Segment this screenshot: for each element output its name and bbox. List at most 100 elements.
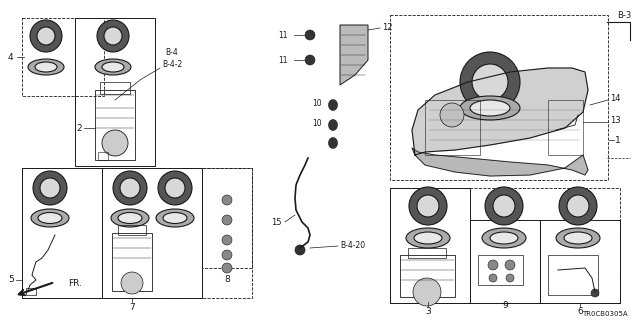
Bar: [102, 168, 202, 298]
Circle shape: [506, 274, 514, 282]
Text: TR0CB0305A: TR0CB0305A: [582, 311, 628, 317]
Ellipse shape: [118, 212, 142, 223]
Circle shape: [222, 235, 232, 245]
Text: 9: 9: [502, 300, 508, 309]
Bar: [425, 100, 480, 155]
Ellipse shape: [31, 209, 69, 227]
Circle shape: [222, 250, 232, 260]
Ellipse shape: [470, 100, 510, 116]
Bar: [390, 15, 608, 180]
Ellipse shape: [414, 232, 442, 244]
Ellipse shape: [163, 212, 187, 223]
Circle shape: [222, 263, 232, 273]
Text: 6: 6: [577, 308, 583, 316]
Circle shape: [460, 52, 520, 112]
Bar: [112, 233, 152, 291]
Bar: [548, 100, 583, 155]
Bar: [470, 220, 540, 303]
Circle shape: [440, 103, 464, 127]
Ellipse shape: [328, 100, 337, 110]
Ellipse shape: [102, 62, 124, 72]
Text: 15: 15: [271, 218, 282, 227]
Circle shape: [305, 55, 315, 65]
Ellipse shape: [156, 209, 194, 227]
Bar: [75, 18, 155, 166]
Bar: [98, 152, 108, 160]
Circle shape: [222, 215, 232, 225]
Circle shape: [30, 20, 62, 52]
Ellipse shape: [35, 62, 57, 72]
Text: 10: 10: [312, 99, 322, 108]
Bar: [95, 90, 135, 160]
Text: 1: 1: [615, 135, 621, 145]
Circle shape: [413, 278, 441, 306]
Circle shape: [559, 187, 597, 225]
Circle shape: [488, 260, 498, 270]
Circle shape: [409, 187, 447, 225]
Ellipse shape: [490, 232, 518, 244]
Bar: [202, 168, 252, 268]
Text: B-4-2: B-4-2: [162, 60, 182, 68]
Ellipse shape: [28, 59, 64, 75]
Text: 3: 3: [425, 308, 431, 316]
Circle shape: [485, 187, 523, 225]
Text: FR.: FR.: [68, 278, 82, 287]
Bar: [540, 220, 620, 303]
Bar: [22, 18, 104, 96]
Text: 12: 12: [382, 22, 392, 31]
Circle shape: [295, 245, 305, 255]
Text: 8: 8: [224, 276, 230, 284]
Circle shape: [120, 178, 140, 198]
Bar: [478, 255, 523, 285]
Ellipse shape: [328, 138, 337, 148]
Polygon shape: [340, 25, 368, 85]
Circle shape: [591, 289, 599, 297]
Text: 13: 13: [610, 116, 621, 124]
Text: 10: 10: [312, 118, 322, 127]
Text: 4: 4: [7, 52, 13, 61]
Circle shape: [121, 272, 143, 294]
Bar: [118, 225, 146, 235]
Ellipse shape: [38, 212, 62, 223]
Bar: [26, 288, 36, 295]
Polygon shape: [412, 148, 588, 176]
Ellipse shape: [482, 228, 526, 248]
Polygon shape: [412, 68, 588, 155]
Circle shape: [222, 195, 232, 205]
Ellipse shape: [111, 209, 149, 227]
Circle shape: [33, 171, 67, 205]
Bar: [22, 168, 252, 298]
Bar: [408, 248, 446, 258]
Circle shape: [113, 171, 147, 205]
Ellipse shape: [460, 96, 520, 120]
Circle shape: [567, 195, 589, 217]
Text: 2: 2: [76, 124, 82, 132]
Bar: [400, 255, 455, 297]
Circle shape: [493, 195, 515, 217]
Ellipse shape: [564, 232, 592, 244]
Text: B-3: B-3: [617, 11, 631, 20]
Circle shape: [97, 20, 129, 52]
Circle shape: [102, 130, 128, 156]
Bar: [390, 188, 620, 303]
Text: 5: 5: [8, 276, 14, 284]
Circle shape: [505, 260, 515, 270]
Circle shape: [165, 178, 185, 198]
Text: 11: 11: [278, 55, 288, 65]
Circle shape: [489, 274, 497, 282]
Circle shape: [40, 178, 60, 198]
Text: 11: 11: [278, 30, 288, 39]
Ellipse shape: [406, 228, 450, 248]
Text: 7: 7: [129, 303, 135, 313]
Ellipse shape: [328, 119, 337, 131]
Text: 14: 14: [610, 93, 621, 102]
Bar: [22, 168, 102, 298]
Bar: [548, 255, 598, 295]
Text: B-4: B-4: [165, 47, 178, 57]
Circle shape: [104, 27, 122, 45]
Ellipse shape: [95, 59, 131, 75]
Circle shape: [37, 27, 55, 45]
Bar: [390, 188, 470, 303]
Bar: [100, 82, 130, 94]
Ellipse shape: [556, 228, 600, 248]
